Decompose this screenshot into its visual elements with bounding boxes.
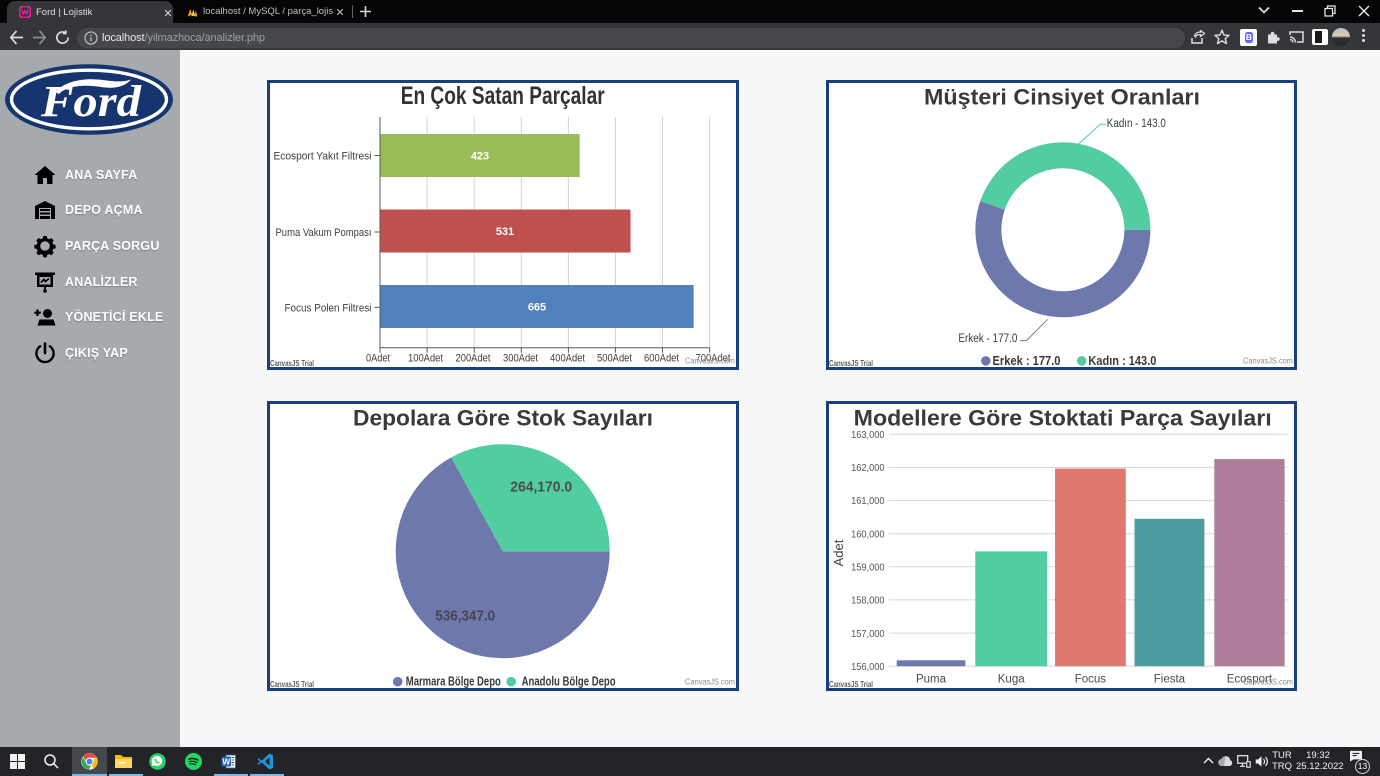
svg-text:Kadın : 143.0: Kadın : 143.0: [1088, 354, 1156, 367]
svg-text:Erkek : 177.0: Erkek : 177.0: [993, 354, 1061, 367]
svg-text:264,170.0: 264,170.0: [510, 478, 572, 495]
svg-text:400Adet: 400Adet: [550, 353, 585, 365]
svg-text:531: 531: [496, 226, 514, 238]
svg-text:CanvasJS.com: CanvasJS.com: [685, 677, 735, 687]
svg-text:Anadolu Bölge Depo: Anadolu Bölge Depo: [522, 675, 616, 688]
svg-text:157,000: 157,000: [851, 628, 885, 640]
svg-text:0Adet: 0Adet: [366, 353, 390, 365]
svg-text:300Adet: 300Adet: [503, 353, 538, 365]
svg-text:Focus Polen Filtresi: Focus Polen Filtresi: [285, 302, 372, 314]
svg-text:Ecosport: Ecosport: [1227, 674, 1273, 686]
svg-text:En Çok Satan Parçalar: En Çok Satan Parçalar: [401, 83, 605, 110]
svg-text:156,000: 156,000: [851, 661, 885, 673]
svg-text:CanvasJS Trial: CanvasJS Trial: [829, 680, 873, 688]
svg-text:Adet: Adet: [831, 539, 846, 566]
svg-text:Müşteri Cinsiyet Oranları: Müşteri Cinsiyet Oranları: [924, 85, 1200, 110]
svg-text:W: W: [222, 756, 231, 766]
svg-text:665: 665: [528, 302, 546, 314]
svg-text:158,000: 158,000: [851, 595, 885, 607]
svg-text:Focus: Focus: [1075, 674, 1107, 686]
svg-text:200Adet: 200Adet: [456, 353, 491, 365]
svg-text:CanvasJS Trial: CanvasJS Trial: [270, 680, 314, 688]
svg-text:CanvasJS Trial: CanvasJS Trial: [270, 359, 314, 367]
svg-text:160,000: 160,000: [851, 529, 885, 541]
svg-text:CanvasJS.com: CanvasJS.com: [1243, 356, 1293, 366]
svg-text:600Adet: 600Adet: [644, 353, 679, 365]
svg-text:CanvasJS Trial: CanvasJS Trial: [829, 359, 873, 367]
svg-text:Modellere Göre Stoktati Parça: Modellere Göre Stoktati Parça Sayıları: [854, 406, 1272, 431]
svg-text:Puma Vakum Pompası: Puma Vakum Pompası: [276, 227, 372, 239]
svg-text:Puma: Puma: [916, 674, 947, 686]
svg-text:100Adet: 100Adet: [408, 353, 443, 365]
svg-text:Ecosport Yakıt Filtresi: Ecosport Yakıt Filtresi: [274, 151, 372, 163]
svg-text:163,000: 163,000: [851, 429, 885, 441]
svg-text:423: 423: [471, 151, 489, 163]
svg-text:536,347.0: 536,347.0: [435, 607, 495, 624]
svg-text:Depolara Göre Stok Sayıları: Depolara Göre Stok Sayıları: [353, 406, 653, 431]
svg-text:700Adet: 700Adet: [696, 353, 731, 365]
svg-text:Kuga: Kuga: [998, 674, 1025, 686]
svg-text:Erkek - 177.0: Erkek - 177.0: [958, 333, 1017, 345]
svg-text:CanvasJS.com: CanvasJS.com: [1243, 677, 1293, 687]
svg-text:500Adet: 500Adet: [597, 353, 632, 365]
svg-text:Marmara Bölge Depo: Marmara Bölge Depo: [406, 675, 501, 688]
svg-text:CanvasJS.com: CanvasJS.com: [685, 356, 735, 366]
svg-text:162,000: 162,000: [851, 462, 885, 474]
svg-text:Fiesta: Fiesta: [1154, 674, 1186, 686]
svg-text:Kadın - 143.0: Kadın - 143.0: [1107, 118, 1166, 130]
svg-text:159,000: 159,000: [851, 562, 885, 574]
svg-text:161,000: 161,000: [851, 495, 885, 507]
